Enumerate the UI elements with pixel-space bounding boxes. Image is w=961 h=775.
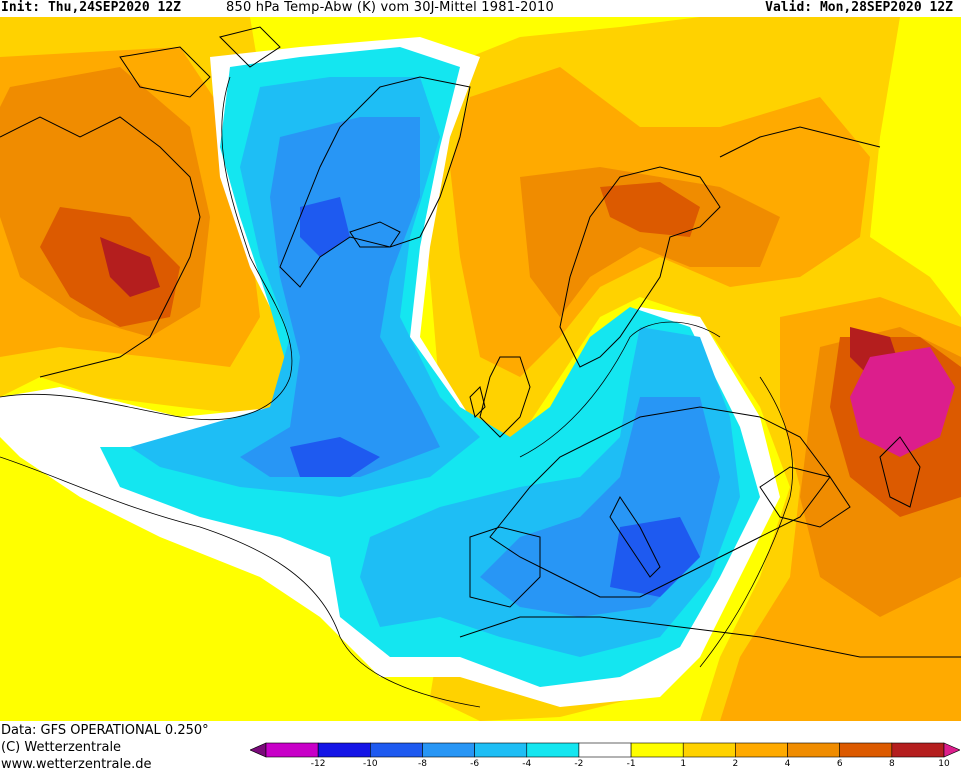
legend-tick-label: -8 xyxy=(417,759,427,769)
anomaly-region xyxy=(100,237,160,297)
legend-tick-label: 2 xyxy=(732,759,739,769)
coastlines xyxy=(0,26,961,658)
legend-tick-label: 8 xyxy=(888,759,895,769)
legend-swatch xyxy=(249,742,267,758)
legend-swatch xyxy=(578,742,632,758)
legend-tick-label: 4 xyxy=(784,759,791,769)
legend-swatch xyxy=(370,742,423,758)
legend-tick-label: 10 xyxy=(938,759,950,769)
init-time: Init: Thu,24SEP2020 12Z xyxy=(1,0,182,15)
legend-tick-label: -4 xyxy=(522,759,532,769)
legend-tick-label: -1 xyxy=(626,759,636,769)
legend-swatch xyxy=(474,742,528,758)
valid-time: Valid: Mon,28SEP2020 12Z xyxy=(765,0,953,15)
legend-tick-label: -10 xyxy=(362,759,378,769)
anomaly-region xyxy=(520,167,780,317)
copyright-text: (C) Wetterzentrale xyxy=(1,740,122,755)
legend-tick-label: 6 xyxy=(836,759,843,769)
anomaly-region xyxy=(240,117,440,477)
legend-swatch xyxy=(682,742,736,758)
legend-tick-label: -6 xyxy=(470,759,480,769)
anomaly-region xyxy=(290,437,380,477)
legend-swatch xyxy=(891,742,945,758)
legend-swatch xyxy=(265,742,319,758)
legend-swatch xyxy=(787,742,840,758)
map-svg xyxy=(0,17,961,721)
legend-swatch xyxy=(735,742,788,758)
legend-tick-label: -2 xyxy=(574,759,584,769)
legend-swatch xyxy=(317,742,371,758)
anomaly-region xyxy=(300,197,350,257)
legend-swatch xyxy=(526,742,580,758)
contour-lines xyxy=(0,76,794,708)
legend-tick-label: -12 xyxy=(310,759,326,769)
legend-swatch xyxy=(422,742,475,758)
map-title: 850 hPa Temp-Abw (K) vom 30J-Mittel 1981… xyxy=(226,0,554,15)
anomaly-region xyxy=(600,182,700,237)
legend-swatch xyxy=(943,742,961,758)
data-source-text: Data: GFS OPERATIONAL 0.250° xyxy=(1,723,209,738)
temperature-anomaly-map xyxy=(0,17,961,721)
anomaly-region xyxy=(850,347,955,457)
website-text: www.wetterzentrale.de xyxy=(1,757,152,772)
legend-swatch xyxy=(630,742,684,758)
footer: Data: GFS OPERATIONAL 0.250° (C) Wetterz… xyxy=(0,722,961,775)
legend-colorbar xyxy=(249,742,961,758)
legend-swatch xyxy=(839,742,893,758)
header: Init: Thu,24SEP2020 12Z 850 hPa Temp-Abw… xyxy=(0,0,961,16)
color-legend: -12-10-8-6-4-2-1124681012 xyxy=(249,741,961,775)
legend-tick-label: 1 xyxy=(680,759,687,769)
